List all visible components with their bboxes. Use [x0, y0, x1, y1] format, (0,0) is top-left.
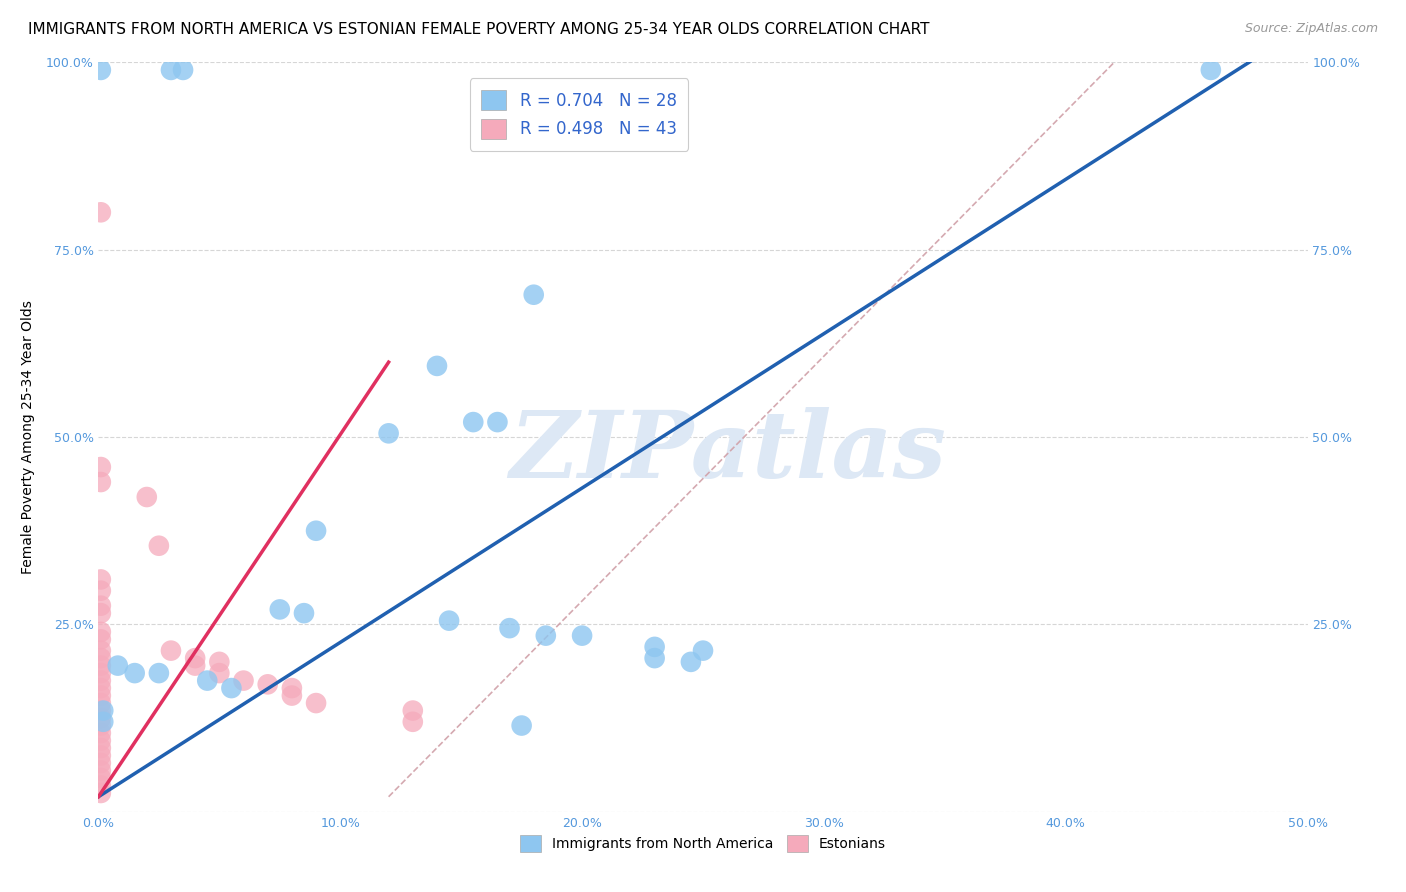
- Point: [486, 415, 509, 429]
- Point: [90, 460, 112, 475]
- Text: ZIPatlas: ZIPatlas: [509, 407, 946, 497]
- Point: [90, 741, 112, 756]
- Point: [160, 643, 183, 657]
- Point: [184, 651, 207, 665]
- Point: [90, 756, 112, 770]
- Point: [90, 643, 112, 657]
- Point: [644, 640, 666, 654]
- Point: [90, 205, 112, 219]
- Point: [292, 606, 315, 620]
- Point: [90, 718, 112, 732]
- Point: [232, 673, 254, 688]
- Point: [90, 726, 112, 740]
- Point: [523, 287, 546, 301]
- Point: [90, 771, 112, 785]
- Point: [184, 658, 207, 673]
- Point: [281, 689, 304, 703]
- Legend: Immigrants from North America, Estonians: Immigrants from North America, Estonians: [515, 830, 891, 857]
- Point: [90, 779, 112, 793]
- Point: [402, 704, 425, 718]
- Point: [426, 359, 449, 373]
- Point: [90, 666, 112, 681]
- Point: [172, 62, 194, 77]
- Point: [1199, 62, 1222, 77]
- Point: [644, 651, 666, 665]
- Text: IMMIGRANTS FROM NORTH AMERICA VS ESTONIAN FEMALE POVERTY AMONG 25-34 YEAR OLDS C: IMMIGRANTS FROM NORTH AMERICA VS ESTONIA…: [28, 22, 929, 37]
- Point: [571, 629, 593, 643]
- Point: [90, 786, 112, 800]
- Point: [90, 733, 112, 747]
- Point: [90, 696, 112, 710]
- Point: [90, 62, 112, 77]
- Point: [305, 696, 328, 710]
- Point: [437, 614, 460, 628]
- Point: [195, 673, 218, 688]
- Point: [221, 681, 243, 695]
- Point: [90, 651, 112, 665]
- Point: [305, 524, 328, 538]
- Point: [90, 658, 112, 673]
- Point: [692, 643, 714, 657]
- Point: [90, 711, 112, 725]
- Point: [90, 624, 112, 639]
- Point: [91, 704, 114, 718]
- Point: [90, 599, 112, 613]
- Point: [208, 666, 231, 681]
- Point: [160, 62, 183, 77]
- Point: [90, 573, 112, 587]
- Y-axis label: Female Poverty Among 25-34 Year Olds: Female Poverty Among 25-34 Year Olds: [21, 300, 35, 574]
- Point: [534, 629, 557, 643]
- Point: [463, 415, 485, 429]
- Point: [91, 714, 114, 729]
- Point: [510, 718, 533, 732]
- Point: [107, 658, 129, 673]
- Point: [90, 681, 112, 695]
- Point: [90, 606, 112, 620]
- Point: [90, 583, 112, 598]
- Point: [90, 673, 112, 688]
- Point: [148, 666, 170, 681]
- Text: Source: ZipAtlas.com: Source: ZipAtlas.com: [1244, 22, 1378, 36]
- Point: [90, 704, 112, 718]
- Point: [208, 655, 231, 669]
- Point: [402, 714, 425, 729]
- Point: [90, 632, 112, 647]
- Point: [135, 490, 157, 504]
- Point: [679, 655, 702, 669]
- Point: [124, 666, 146, 681]
- Point: [269, 602, 291, 616]
- Point: [90, 748, 112, 763]
- Point: [90, 475, 112, 489]
- Point: [90, 764, 112, 778]
- Point: [377, 426, 399, 441]
- Point: [498, 621, 520, 635]
- Point: [90, 689, 112, 703]
- Point: [256, 677, 278, 691]
- Point: [148, 539, 170, 553]
- Point: [281, 681, 304, 695]
